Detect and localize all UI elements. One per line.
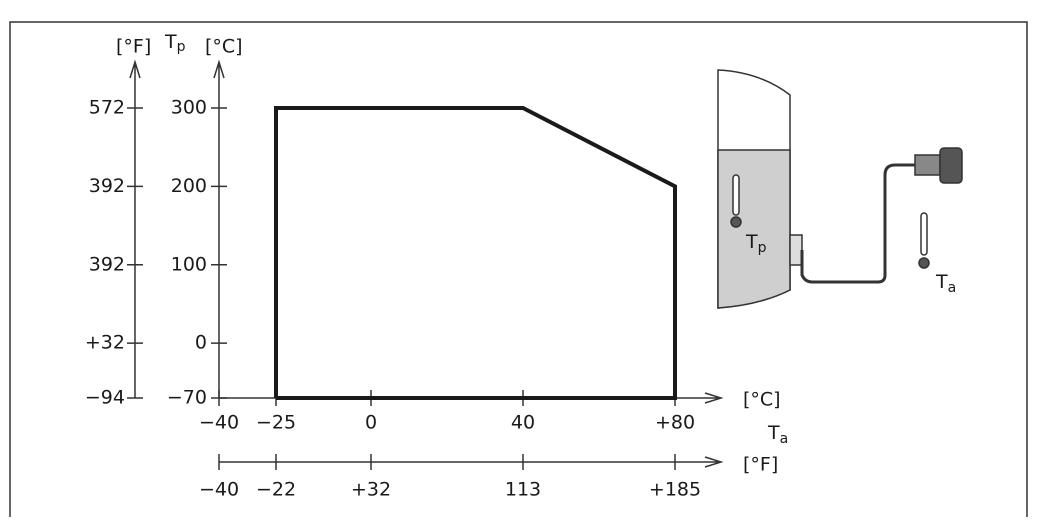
ambient-label: Ta (935, 271, 956, 297)
y2-tick-label: +32 (85, 332, 125, 354)
x-symbol: Ta (767, 422, 788, 448)
x2-tick-label: +32 (351, 479, 391, 501)
process-label: Tp (745, 231, 767, 257)
y-tick-label: 0 (195, 332, 207, 354)
y2-tick-label: 392 (89, 175, 125, 197)
frame (9, 21, 1028, 517)
y2-unit: [°F] (116, 36, 151, 58)
y-tick-label: 100 (171, 253, 207, 275)
tank-illustration (717, 69, 963, 309)
y-tick-label: −70 (167, 387, 207, 409)
y2-tick-label: 392 (89, 253, 125, 275)
x2-tick-label: 113 (505, 479, 541, 501)
y-unit: [°C] (205, 36, 243, 58)
x-unit: [°C] (743, 389, 781, 411)
x2-axis (219, 456, 724, 468)
x2-tick-label: −22 (256, 479, 296, 501)
y-axis (213, 59, 225, 398)
operating-range (274, 106, 677, 400)
y2-axis (129, 59, 141, 398)
x-tick-label: −25 (256, 412, 296, 434)
y-tick-label: 300 (171, 97, 207, 119)
x-tick-label: 40 (511, 412, 535, 434)
x-tick-label: 0 (365, 412, 377, 434)
x-tick-label: −40 (199, 412, 239, 434)
x-tick-label: +80 (655, 412, 695, 434)
x2-tick-label: −40 (199, 479, 239, 501)
y2-tick-label: 572 (89, 97, 125, 119)
x2-tick-label: +185 (649, 479, 701, 501)
y-symbol: Tp (164, 31, 186, 56)
x2-unit: [°F] (743, 454, 778, 476)
y-tick-label: 200 (171, 175, 207, 197)
y2-tick-label: −94 (85, 387, 125, 409)
